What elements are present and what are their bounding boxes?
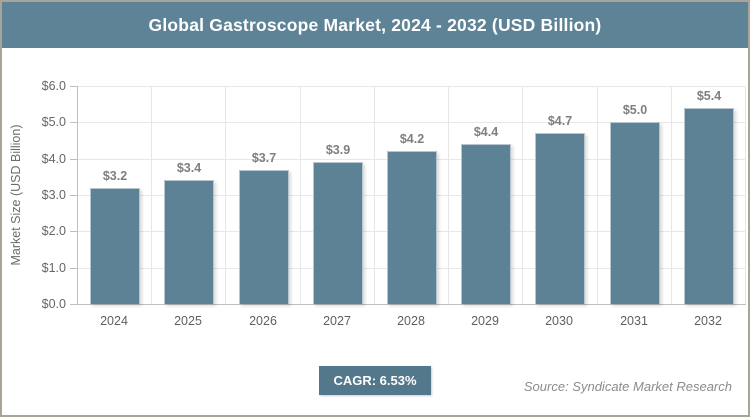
bar-2030 (535, 133, 585, 304)
y-axis-tick-label: $3.0 (41, 188, 66, 202)
plot-area: $3.2 $3.4 $3.7 $3.9 $4.2 $4.4 $4.7 $5.0 $5.4 (77, 86, 746, 305)
x-axis-label: 2028 (397, 314, 425, 328)
y-axis-tick-label: $0.0 (41, 297, 66, 311)
bar-2028 (387, 151, 437, 304)
bar-value-label: $4.4 (473, 125, 499, 139)
y-axis-tick-label: $5.0 (41, 115, 66, 129)
y-axis-tick-mark (70, 268, 77, 269)
bar-2029 (461, 144, 511, 304)
source-text: Source: Syndicate Market Research (523, 379, 732, 394)
bar-value-label: $5.0 (622, 103, 648, 117)
v-gridline (448, 86, 449, 304)
x-axis-label: 2032 (694, 314, 722, 328)
y-axis-tick-mark (70, 195, 77, 196)
v-gridline (745, 86, 746, 304)
chart-title: Global Gastroscope Market, 2024 - 2032 (… (148, 14, 602, 35)
y-axis-tick-label: $4.0 (41, 152, 66, 166)
y-axis-tick-label: $2.0 (41, 224, 66, 238)
bar-value-label: $3.7 (251, 151, 277, 165)
v-gridline (597, 86, 598, 304)
y-axis-tick-mark (70, 122, 77, 123)
bar-2032 (684, 108, 734, 304)
x-axis-label: 2029 (471, 314, 499, 328)
x-axis-label: 2027 (323, 314, 351, 328)
y-axis-tick-mark (70, 159, 77, 160)
v-gridline (522, 86, 523, 304)
h-gridline (78, 122, 746, 123)
x-axis-label: 2026 (249, 314, 277, 328)
bar-value-label: $3.9 (325, 143, 351, 157)
x-axis-label: 2030 (545, 314, 573, 328)
chart-title-bar: Global Gastroscope Market, 2024 - 2032 (… (2, 2, 748, 48)
bar-2024 (90, 188, 140, 304)
bar-value-label: $5.4 (696, 89, 722, 103)
y-axis-tick-mark (70, 231, 77, 232)
y-axis-tick-label: $6.0 (41, 79, 66, 93)
v-gridline (151, 86, 152, 304)
bar-2026 (239, 170, 289, 304)
v-gridline (300, 86, 301, 304)
bar-2025 (164, 180, 214, 304)
h-gridline (78, 86, 746, 87)
cagr-text: CAGR: 6.53% (333, 373, 417, 388)
x-axis-label: 2031 (620, 314, 648, 328)
bar-2027 (313, 162, 363, 304)
y-axis-tick-mark (70, 86, 77, 87)
v-gridline (225, 86, 226, 304)
y-axis-tick-mark (70, 304, 77, 305)
bar-value-label: $3.2 (102, 169, 128, 183)
x-axis-label: 2024 (100, 314, 128, 328)
y-axis-tick-label: $1.0 (41, 261, 66, 275)
bar-value-label: $4.7 (547, 114, 573, 128)
cagr-badge: CAGR: 6.53% (319, 366, 431, 395)
bar-2031 (610, 122, 660, 304)
v-gridline (671, 86, 672, 304)
v-gridline (374, 86, 375, 304)
bar-value-label: $3.4 (176, 161, 202, 175)
x-axis-label: 2025 (174, 314, 202, 328)
bar-value-label: $4.2 (399, 132, 425, 146)
